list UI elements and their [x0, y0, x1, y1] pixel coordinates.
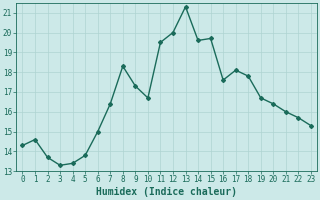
X-axis label: Humidex (Indice chaleur): Humidex (Indice chaleur)	[96, 187, 237, 197]
